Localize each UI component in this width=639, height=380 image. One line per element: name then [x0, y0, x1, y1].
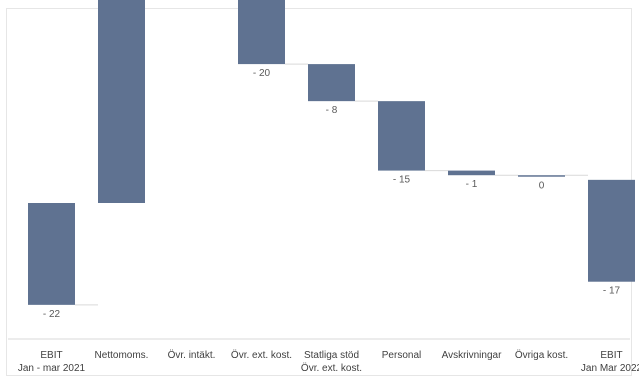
- bar: [308, 64, 355, 102]
- bar: [28, 203, 75, 305]
- category-label: Jan - mar 2021: [18, 363, 86, 374]
- category-label: Personal: [382, 350, 421, 361]
- bar: [518, 175, 565, 177]
- category-label: Nettomoms.: [95, 350, 149, 361]
- data-label: - 15: [393, 175, 411, 186]
- data-label: 0: [539, 181, 545, 192]
- category-label: EBIT: [40, 350, 62, 361]
- category-label: Avskrivningar: [442, 350, 503, 361]
- category-label: Övriga kost.: [515, 349, 568, 361]
- bars: [28, 0, 635, 305]
- bar: [448, 170, 495, 176]
- category-label: Övr. ext. kost.: [231, 349, 292, 361]
- data-label: - 8: [326, 105, 338, 116]
- category-labels: EBIT Jan - mar 2021 Nettomoms. Övr. intäkt.…: [18, 349, 639, 374]
- bar: [98, 0, 145, 204]
- data-label: - 22: [43, 309, 61, 320]
- bar: [238, 0, 285, 65]
- data-label: - 1: [466, 179, 478, 190]
- bar: [378, 101, 425, 171]
- category-label: EBIT: [600, 350, 622, 361]
- category-label: Jan Mar 2022: [581, 363, 639, 374]
- data-labels: - 22482- 20- 8- 15- 10- 17: [43, 68, 621, 320]
- category-label: Statliga stöd: [304, 350, 359, 361]
- bar: [588, 179, 635, 282]
- data-label: - 17: [603, 286, 621, 297]
- connector-lines: [75, 63, 588, 306]
- data-label: - 20: [253, 68, 271, 79]
- category-label: Övr. ext. kost.: [301, 362, 362, 374]
- category-label: Övr. intäkt.: [168, 349, 216, 361]
